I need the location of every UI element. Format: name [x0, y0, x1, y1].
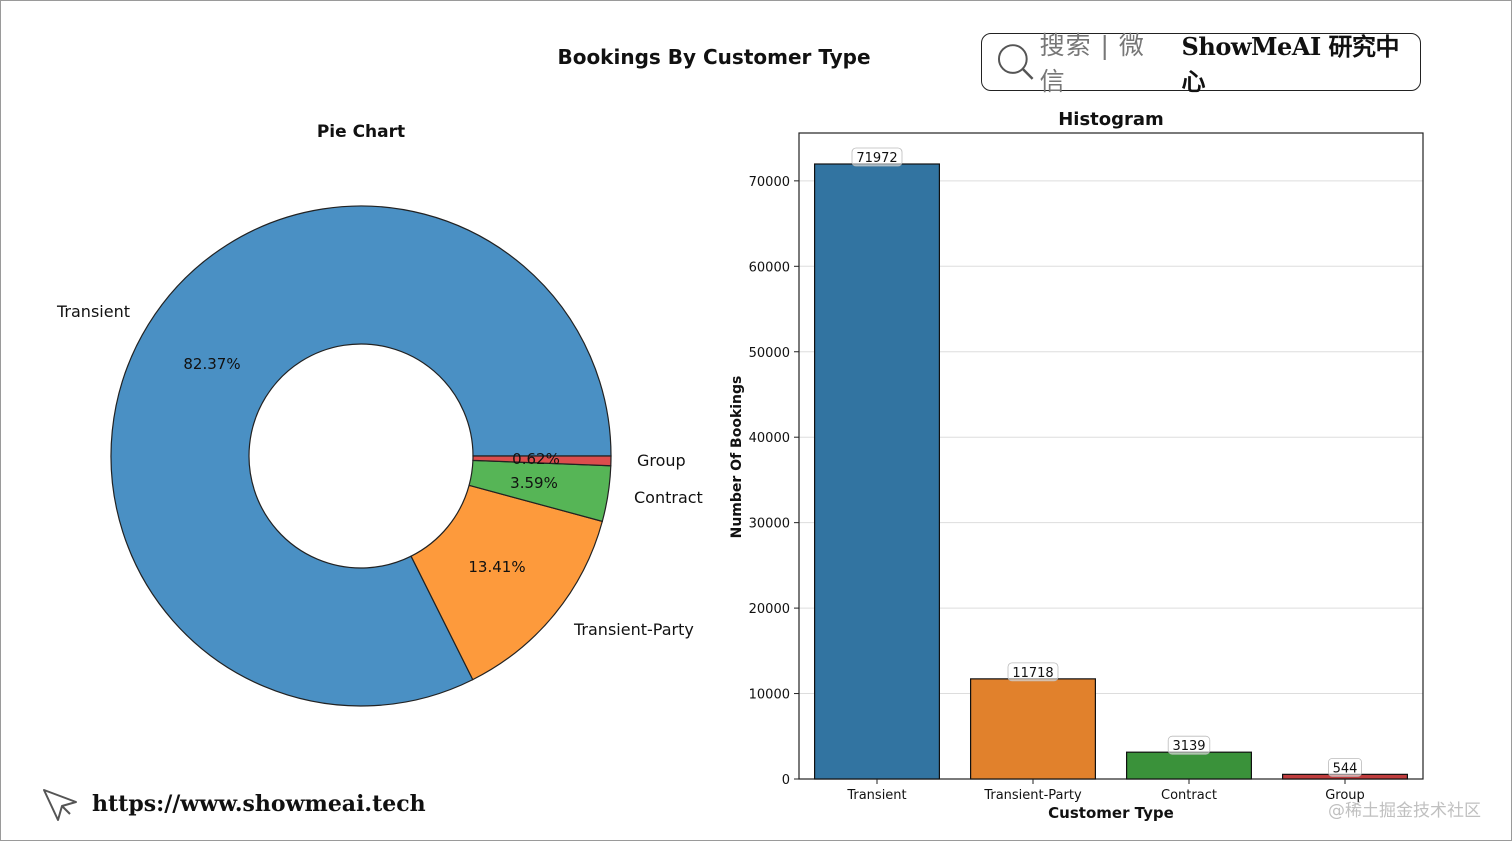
- footer-link[interactable]: https://www.showmeai.tech: [40, 784, 426, 824]
- value-label-box: [1007, 662, 1059, 682]
- pie-pct-transient: 82.37%: [183, 355, 240, 373]
- value-label-transient-party: 11718: [1012, 666, 1053, 681]
- y-tick-label: 10000: [749, 688, 790, 703]
- figure-title: Bookings By Customer Type: [557, 45, 870, 69]
- cursor-icon: [43, 789, 77, 821]
- y-tick-label: 0: [782, 773, 790, 788]
- bar-transient-party: [969, 678, 1096, 780]
- pie-label-group: Group: [637, 451, 686, 470]
- pie-slice-transient: [110, 205, 612, 707]
- pie-slice-transient-party: [410, 484, 604, 681]
- pie-pct-transient-party: 13.41%: [468, 558, 525, 576]
- search-box[interactable]: 搜索 | 微信 ShowMeAI 研究中心: [981, 31, 1421, 96]
- x-tick-label-transient: Transient: [846, 788, 906, 803]
- bar-title: Histogram: [1058, 109, 1164, 130]
- pie-label-contract: Contract: [634, 488, 703, 507]
- watermark: @稀土掘金技术社区: [1328, 801, 1481, 821]
- bar-chart: Histogram Customer Type Number Of Bookin…: [729, 109, 1424, 822]
- value-label-box: [1167, 735, 1211, 755]
- search-hint: 搜索 | 微信: [1039, 31, 1145, 96]
- plot-area: [798, 132, 1424, 780]
- y-tick-label: 60000: [749, 260, 790, 275]
- pie-slice-group: [472, 455, 612, 467]
- y-axis-label: Number Of Bookings: [729, 376, 745, 539]
- pie-pct-group: 0.62%: [512, 450, 560, 468]
- bar-transient: [813, 163, 940, 780]
- y-tick-label: 20000: [749, 602, 790, 617]
- search-icon: [997, 44, 1034, 80]
- value-label-group: 544: [1333, 761, 1358, 776]
- x-tick-label-contract: Contract: [1161, 788, 1217, 803]
- y-tick-label: 30000: [749, 517, 790, 532]
- pie-label-transient: Transient: [56, 302, 130, 321]
- brand-name: ShowMeAI 研究中心: [1181, 32, 1400, 96]
- bar-contract: [1125, 751, 1252, 780]
- x-tick-label-group: Group: [1325, 788, 1365, 803]
- value-label-contract: 3139: [1172, 739, 1205, 754]
- pie-chart: Pie Chart Transient 82.37% Transient-Party…: [56, 122, 703, 707]
- value-label-box: [1328, 757, 1363, 777]
- y-tick-label: 50000: [749, 346, 790, 361]
- y-tick-label: 70000: [749, 175, 790, 190]
- footer-url: https://www.showmeai.tech: [92, 791, 426, 817]
- pie-label-transient-party: Transient-Party: [573, 620, 694, 639]
- value-label-transient: 71972: [856, 151, 897, 166]
- x-tick-label-transient-party: Transient-Party: [983, 788, 1082, 803]
- y-tick-label: 40000: [749, 431, 790, 446]
- x-axis-label: Customer Type: [1048, 804, 1174, 822]
- value-label-box: [851, 147, 903, 167]
- pie-pct-contract: 3.59%: [510, 474, 558, 492]
- pie-title: Pie Chart: [317, 122, 405, 142]
